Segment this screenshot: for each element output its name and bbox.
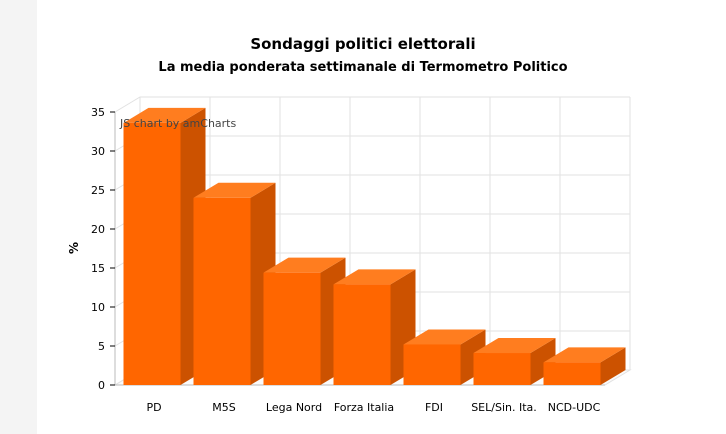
chart-title: Sondaggi politici elettorali	[250, 35, 476, 53]
x-tick-label: FDI	[425, 401, 443, 414]
y-tick-label: 30	[91, 145, 105, 158]
x-tick-label: Forza Italia	[334, 401, 394, 414]
y-tick-label: 25	[91, 184, 105, 197]
bar	[333, 284, 391, 385]
bar-top	[263, 257, 346, 273]
y-tick-label: 10	[91, 301, 105, 314]
bar	[543, 362, 601, 385]
x-tick-label: SEL/Sin. Ita.	[471, 401, 537, 414]
y-tick-label: 15	[91, 262, 105, 275]
x-tick-label: PD	[146, 401, 161, 414]
bar	[473, 353, 531, 385]
bar-top	[123, 107, 206, 123]
y-tick-label: 5	[98, 340, 105, 353]
y-tick-label: 20	[91, 223, 105, 236]
bar-top	[403, 329, 486, 345]
amcharts-credit-link[interactable]: JS chart by amCharts	[120, 117, 237, 130]
x-tick-label: M5S	[212, 401, 235, 414]
y-tick-label: 35	[91, 106, 105, 119]
bar-top	[193, 182, 276, 198]
x-tick-label: NCD-UDC	[548, 401, 601, 414]
y-axis-label: %	[67, 242, 81, 254]
bar-side	[600, 347, 626, 385]
bar-top	[473, 338, 556, 354]
bar	[123, 122, 181, 386]
x-tick-label: Lega Nord	[266, 401, 322, 414]
bar-top	[543, 347, 626, 363]
bar-top	[333, 269, 416, 285]
y-tick-label: 0	[98, 379, 105, 392]
bar	[403, 344, 461, 385]
chart-subtitle: La media ponderata settimanale di Termom…	[158, 60, 568, 75]
bar	[193, 197, 251, 385]
bar	[263, 272, 321, 385]
